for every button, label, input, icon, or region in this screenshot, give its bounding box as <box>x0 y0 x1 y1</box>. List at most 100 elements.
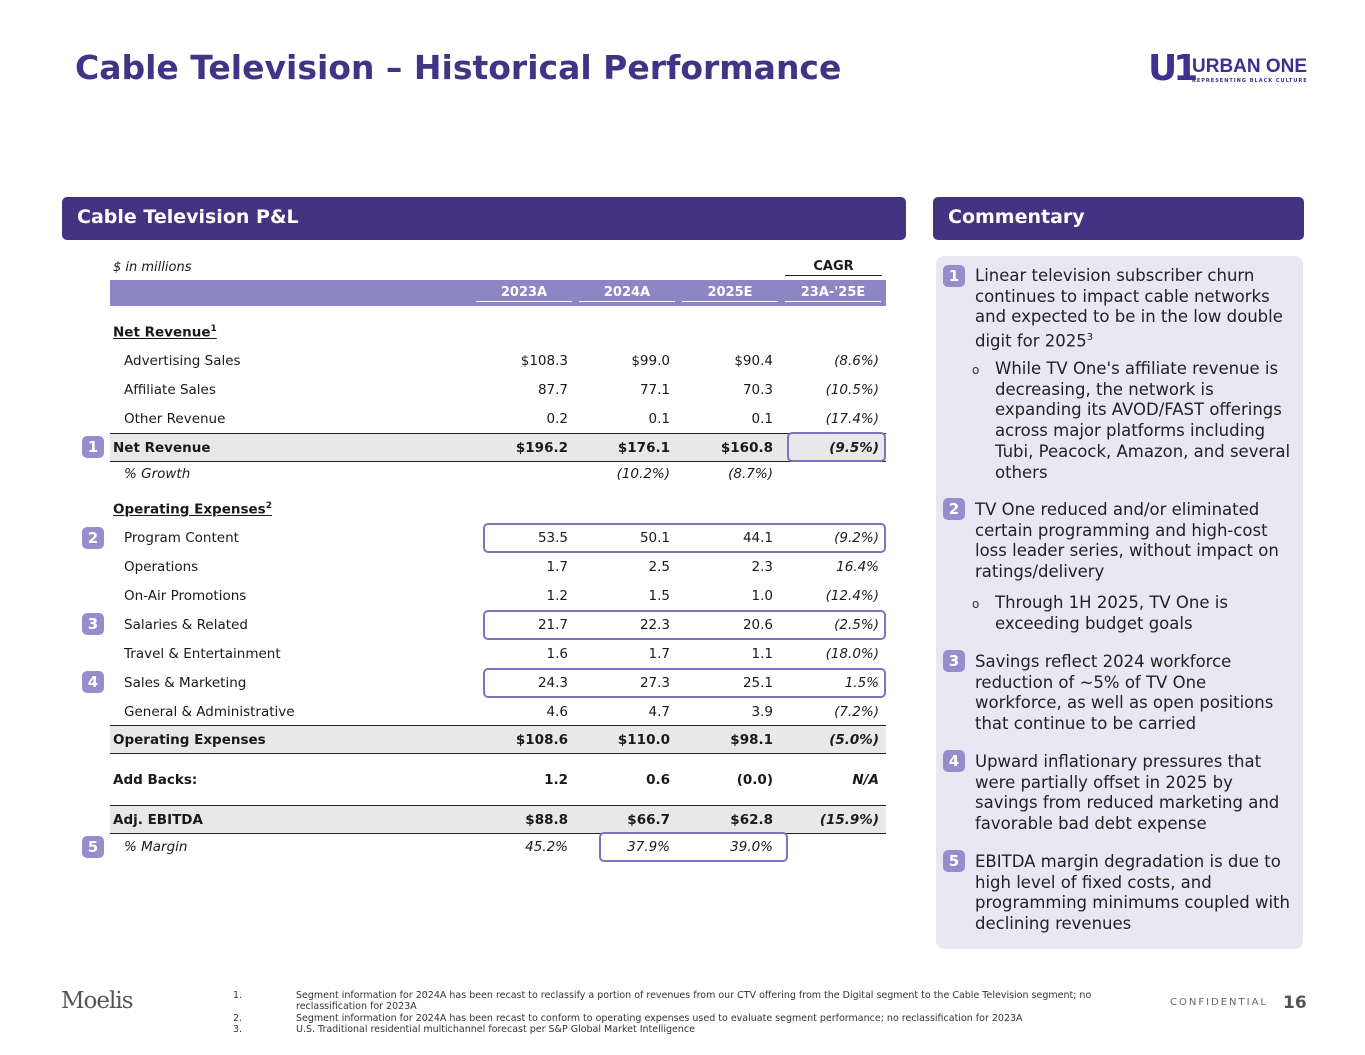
commentary-subitem: While TV One's affiliate revenue is decr… <box>995 359 1291 482</box>
table-row-addbacks: Add Backs: 1.2 0.6 (0.0) N/A <box>110 766 886 794</box>
cell-value: 21.7 <box>537 617 568 633</box>
cell-value: 25.1 <box>742 675 773 691</box>
cell-value: (7.2%) <box>834 704 879 720</box>
cell-value: $66.7 <box>627 812 670 828</box>
table-row-opex_heading: Operating Expenses2 <box>110 495 886 523</box>
cell-value: 1.2 <box>544 772 568 788</box>
page-title: Cable Television – Historical Performanc… <box>75 48 842 87</box>
cell-value: 1.7 <box>546 559 568 575</box>
col-header: 2025E <box>682 285 778 302</box>
row-label: On-Air Promotions <box>124 588 247 604</box>
cell-value: 2.5 <box>648 559 670 575</box>
section-heading: Net Revenue1 <box>113 324 217 341</box>
cell-value: 39.0% <box>730 839 773 855</box>
row-label: Add Backs: <box>113 772 198 788</box>
badge-1: 1 <box>82 436 104 458</box>
cell-value: (10.2%) <box>616 466 670 482</box>
row-label: Salaries & Related <box>124 617 248 633</box>
cell-value: (15.9%) <box>819 812 879 828</box>
table-header: 2023A 2024A 2025E 23A-'25E <box>110 280 886 306</box>
badge-5: 5 <box>82 836 104 858</box>
cell-value: 70.3 <box>742 382 773 398</box>
page-number: 16 <box>1283 993 1307 1013</box>
badge-3: 3 <box>82 613 104 635</box>
cell-value: $110.0 <box>617 732 670 748</box>
commentary-item: TV One reduced and/or eliminated certain… <box>975 500 1279 582</box>
commentary-badge: 5 <box>943 850 965 872</box>
row-label: Operations <box>124 559 199 575</box>
cell-value: 1.5% <box>844 675 879 691</box>
footnote: Segment information for 2024A has been r… <box>296 990 1092 1012</box>
table-row-ops: Operations 1.7 2.5 2.3 16.4% <box>110 553 886 581</box>
cell-value: 0.6 <box>646 772 670 788</box>
row-label: % Margin <box>124 839 188 855</box>
row-label: % Growth <box>124 466 191 482</box>
logo-mark: U1 <box>1148 48 1198 89</box>
highlight-box <box>483 610 886 640</box>
cell-value: (8.7%) <box>728 466 773 482</box>
row-label: Adj. EBITDA <box>113 812 203 828</box>
cell-value: 45.2% <box>525 839 568 855</box>
cell-value: (10.5%) <box>825 382 879 398</box>
col-header: 23A-'25E <box>785 285 881 302</box>
commentary-badge: 3 <box>943 650 965 672</box>
cell-value: $160.8 <box>720 440 773 456</box>
row-label: Sales & Marketing <box>124 675 247 691</box>
highlight-box <box>787 432 886 462</box>
table-row-growth: % Growth (10.2%) (8.7%) <box>110 460 886 488</box>
urban-one-logo: U1 URBAN ONE REPRESENTING BLACK CULTURE <box>1148 50 1308 90</box>
cell-value: $108.6 <box>515 732 568 748</box>
cell-value: (5.0%) <box>829 732 879 748</box>
row-label: Operating Expenses <box>113 501 266 518</box>
footnote-ref: 2 <box>265 501 272 511</box>
row-label: Program Content <box>124 530 239 546</box>
commentary-item: Linear television subscriber churn conti… <box>975 266 1295 352</box>
cell-value: 1.1 <box>751 646 773 662</box>
highlight-box <box>599 832 788 862</box>
table-row-adv: Advertising Sales $108.3 $99.0 $90.4 (8.6%) <box>110 347 886 375</box>
logo-name: URBAN ONE <box>1192 56 1308 77</box>
commentary-item: Savings reflect 2024 workforce reduction… <box>975 652 1274 734</box>
moelis-logo: Moelis <box>61 988 134 1014</box>
cell-value: (2.5%) <box>834 617 879 633</box>
cell-value: 0.2 <box>546 411 568 427</box>
cell-value: 44.1 <box>742 530 773 546</box>
commentary-badge: 2 <box>943 498 965 520</box>
footnote-ref: 1 <box>210 324 217 334</box>
cell-value: (12.4%) <box>825 588 879 604</box>
commentary-badge: 1 <box>943 265 965 287</box>
cell-value: 37.9% <box>627 839 670 855</box>
footnote-ref: 3 <box>1086 332 1094 344</box>
cell-value: 1.2 <box>546 588 568 604</box>
table-row-opex: Operating Expenses $108.6 $110.0 $98.1 (5.0%… <box>110 725 886 754</box>
cell-value: (17.4%) <box>825 411 879 427</box>
row-label: Operating Expenses <box>113 732 266 748</box>
cell-value: 22.3 <box>639 617 670 633</box>
row-label: Net Revenue <box>113 324 211 341</box>
table-row-ga: General & Administrative 4.6 4.7 3.9 (7.2%) <box>110 698 886 726</box>
cell-value: 87.7 <box>537 382 568 398</box>
commentary-badge: 4 <box>943 750 965 772</box>
table-row-sal: Salaries & Related 21.7 22.3 20.6 (2.5%) <box>110 611 886 639</box>
badge-2: 2 <box>82 527 104 549</box>
commentary-item: Upward inflationary pressures that were … <box>975 752 1280 834</box>
cell-value: (18.0%) <box>825 646 879 662</box>
row-label: Advertising Sales <box>124 353 241 369</box>
footnote-num: 1. <box>233 990 243 1001</box>
cell-value: 1.0 <box>751 588 773 604</box>
cell-value: 50.1 <box>639 530 670 546</box>
confidential-label: CONFIDENTIAL <box>1170 997 1269 1008</box>
cell-value: $176.1 <box>617 440 670 456</box>
cell-value: (9.5%) <box>829 440 879 456</box>
cell-value: 1.5 <box>648 588 670 604</box>
bullet: o <box>972 363 980 377</box>
highlight-box <box>483 668 886 698</box>
table-row-ebitda: Adj. EBITDA $88.8 $66.7 $62.8 (15.9%) <box>110 805 886 834</box>
table-row-sm: Sales & Marketing 24.3 27.3 25.1 1.5% <box>110 669 886 697</box>
units-label: $ in millions <box>113 260 192 275</box>
table-row-net_rev_heading: Net Revenue1 <box>110 318 886 346</box>
cell-value: 20.6 <box>742 617 773 633</box>
cell-value: $88.8 <box>525 812 568 828</box>
footnote-num: 3. <box>233 1024 243 1035</box>
cell-value: $62.8 <box>730 812 773 828</box>
